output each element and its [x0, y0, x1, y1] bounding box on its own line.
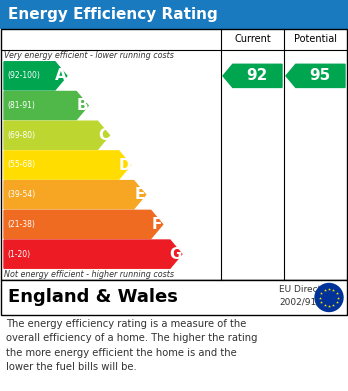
Text: E: E	[135, 187, 145, 202]
Text: The energy efficiency rating is a measure of the
overall efficiency of a home. T: The energy efficiency rating is a measur…	[6, 319, 258, 372]
Text: (69-80): (69-80)	[7, 131, 35, 140]
Text: Current: Current	[234, 34, 271, 45]
Circle shape	[315, 283, 343, 312]
Text: Very energy efficient - lower running costs: Very energy efficient - lower running co…	[4, 51, 174, 60]
Polygon shape	[4, 240, 182, 268]
Bar	[0, 0, 348, 29]
Text: England & Wales: England & Wales	[8, 289, 178, 307]
Polygon shape	[4, 151, 131, 179]
Text: 92: 92	[247, 68, 268, 83]
Text: D: D	[119, 158, 131, 172]
Polygon shape	[223, 64, 282, 88]
Polygon shape	[4, 91, 88, 120]
Text: (39-54): (39-54)	[7, 190, 35, 199]
Text: F: F	[152, 217, 162, 232]
Polygon shape	[286, 64, 345, 88]
Text: (55-68): (55-68)	[7, 160, 35, 170]
Polygon shape	[4, 121, 109, 149]
Text: EU Directive
2002/91/EC: EU Directive 2002/91/EC	[279, 285, 335, 306]
Text: A: A	[55, 68, 67, 83]
Polygon shape	[4, 62, 67, 90]
Text: 95: 95	[310, 68, 331, 83]
Text: (81-91): (81-91)	[7, 101, 35, 110]
Text: Not energy efficient - higher running costs: Not energy efficient - higher running co…	[4, 270, 174, 279]
Polygon shape	[4, 210, 163, 239]
Text: Potential: Potential	[294, 34, 337, 45]
Polygon shape	[4, 181, 146, 209]
Text: (92-100): (92-100)	[7, 71, 40, 81]
Text: Energy Efficiency Rating: Energy Efficiency Rating	[8, 7, 218, 22]
Bar	[1, 29, 347, 280]
Text: G: G	[170, 247, 182, 262]
Text: (1-20): (1-20)	[7, 249, 30, 258]
Text: B: B	[77, 98, 88, 113]
Bar	[1, 280, 347, 315]
Text: (21-38): (21-38)	[7, 220, 35, 229]
Text: C: C	[98, 128, 109, 143]
